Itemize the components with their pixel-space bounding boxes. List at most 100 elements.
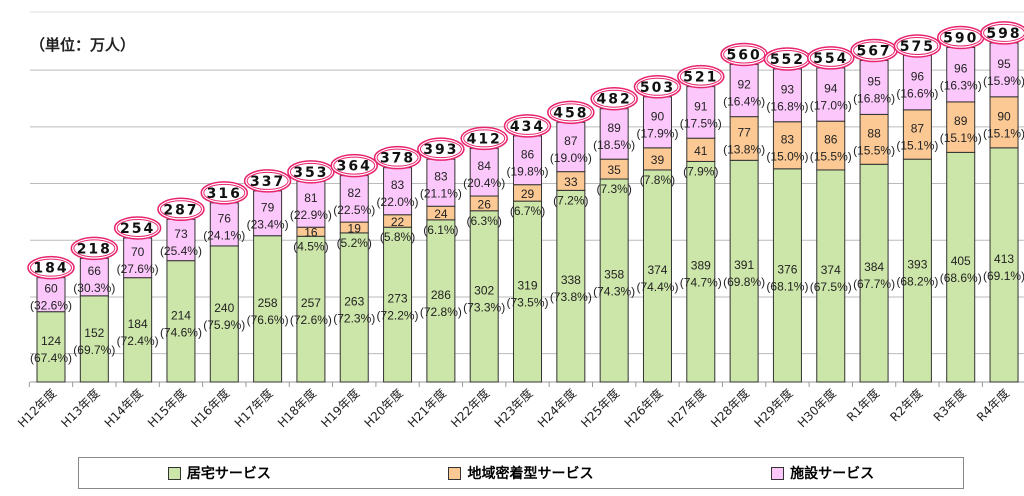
x-tick-label: H26年度 [621, 386, 666, 431]
data-label: 83 [391, 178, 405, 192]
x-tick-label: H20年度 [361, 386, 406, 431]
data-label: 84 [478, 159, 492, 173]
data-label: 24 [434, 207, 448, 221]
bar-segment [253, 235, 283, 383]
total-label: 434 [510, 119, 545, 135]
data-label: 29 [521, 187, 535, 201]
total-highlight [157, 197, 205, 222]
data-label: 81 [304, 191, 318, 205]
total-highlight-inner [506, 116, 549, 135]
x-tick-label: H12年度 [14, 386, 59, 431]
total-highlight-inner [463, 129, 506, 148]
percent-label: (75.9%) [203, 318, 245, 332]
percent-label: (15.1%) [896, 139, 938, 153]
percent-label: (22.5%) [333, 203, 375, 217]
data-label: 91 [694, 99, 708, 113]
total-highlight [807, 46, 855, 70]
percent-label: (15.5%) [853, 143, 895, 157]
percent-label: (15.9%) [983, 74, 1024, 88]
data-label: 258 [258, 296, 278, 310]
data-label: 35 [607, 163, 621, 177]
percent-label: (6.7%) [510, 204, 545, 218]
percent-label: (27.6%) [117, 262, 159, 276]
data-label: 19 [348, 221, 362, 235]
total-highlight [243, 169, 292, 193]
total-highlight [590, 86, 638, 111]
data-label: 95 [867, 74, 881, 88]
legend-swatch [771, 466, 785, 480]
percent-label: (69.8%) [723, 275, 765, 289]
total-highlight-inner [376, 148, 419, 167]
bar-segment [946, 151, 976, 383]
bar-segment [902, 109, 932, 160]
x-tick-label: R1年度 [843, 386, 882, 425]
bar-segment [79, 295, 109, 383]
bar-segment [36, 277, 66, 313]
total-highlight [460, 126, 508, 151]
data-label: 87 [911, 122, 925, 136]
data-label: 86 [521, 147, 535, 161]
bar-segment [902, 158, 932, 383]
total-highlight-inner [116, 218, 159, 237]
percent-label: (69.1%) [983, 269, 1024, 283]
x-tick-label: H18年度 [274, 386, 319, 431]
percent-label: (20.4%) [463, 176, 505, 190]
data-label: 86 [824, 133, 838, 147]
total-highlight-inner [333, 156, 376, 175]
percent-label: (72.3%) [333, 311, 375, 325]
total-highlight [200, 181, 249, 205]
data-label: 89 [954, 114, 968, 128]
total-label: 353 [293, 165, 328, 181]
percent-label: (17.9%) [636, 126, 678, 140]
bar-segment [209, 202, 239, 247]
x-tick-label: H24年度 [534, 386, 579, 431]
percent-label: (72.8%) [420, 305, 462, 319]
total-highlight-inner [809, 48, 852, 67]
total-highlight-inner [419, 140, 462, 159]
bar-segment [859, 113, 889, 165]
total-label: 393 [423, 142, 458, 158]
percent-label: (74.6%) [160, 325, 202, 339]
legend-label: 地域密着型サービス [467, 466, 594, 482]
total-highlight [980, 21, 1024, 45]
percent-label: (5.2%) [337, 236, 372, 250]
x-tick-label: H15年度 [144, 386, 189, 431]
percent-label: (68.6%) [940, 271, 982, 285]
total-highlight [417, 137, 465, 161]
data-label: 358 [604, 268, 624, 282]
data-label: 41 [694, 144, 708, 158]
total-highlight-inner [159, 200, 202, 219]
data-label: 90 [997, 109, 1011, 123]
percent-label: (69.7%) [73, 343, 115, 357]
percent-label: (16.8%) [853, 91, 895, 105]
percent-label: (24.1%) [203, 228, 245, 242]
x-tick-label: H21年度 [404, 386, 449, 431]
total-highlight [373, 145, 422, 170]
data-label: 240 [214, 301, 234, 315]
x-tick-label: H27年度 [664, 386, 709, 431]
data-label: 374 [647, 263, 667, 277]
total-label: 337 [250, 174, 285, 190]
data-label: 60 [44, 282, 58, 296]
data-label: 184 [128, 317, 148, 331]
data-label: 376 [777, 262, 797, 276]
total-highlight [547, 100, 595, 125]
percent-label: (22.0%) [377, 195, 419, 209]
percent-label: (6.3%) [467, 214, 502, 228]
percent-label: (73.8%) [550, 290, 592, 304]
percent-label: (73.3%) [463, 300, 505, 314]
percent-label: (5.8%) [380, 230, 415, 244]
percent-label: (16.6%) [896, 87, 938, 101]
data-label: 95 [997, 57, 1011, 71]
x-tick-label: H22年度 [448, 386, 493, 431]
data-label: 39 [651, 153, 665, 167]
bar-segment [383, 167, 413, 216]
data-label: 76 [218, 211, 232, 225]
percent-label: (72.2%) [377, 309, 419, 323]
data-label: 70 [131, 245, 145, 259]
total-label: 458 [553, 105, 588, 121]
bar-segment [426, 219, 456, 383]
bar-segment [729, 63, 759, 118]
percent-label: (15.1%) [940, 131, 982, 145]
x-tick-label: H28年度 [707, 386, 752, 431]
